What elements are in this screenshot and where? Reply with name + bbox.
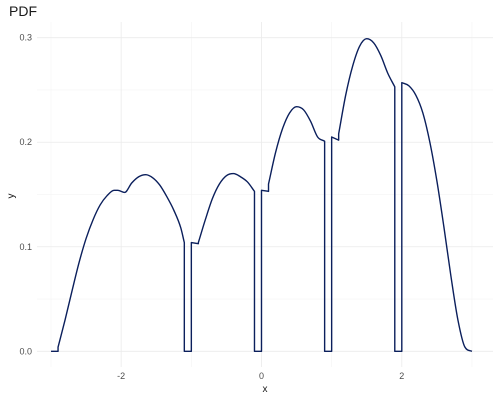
- x-tick-label: 0: [259, 371, 264, 381]
- y-tick-labels: 0.0 0.1 0.2 0.3: [19, 33, 32, 357]
- y-tick-label: 0.2: [19, 137, 32, 147]
- x-tick-label: -2: [117, 371, 125, 381]
- y-tick-label: 0.1: [19, 242, 32, 252]
- x-tick-labels: -2 0 2: [117, 371, 404, 381]
- grid: [37, 22, 493, 367]
- y-tick-label: 0.3: [19, 33, 32, 43]
- chart-title: PDF: [9, 3, 37, 19]
- y-tick-label: 0.0: [19, 346, 32, 356]
- x-axis-label: x: [263, 384, 268, 395]
- x-tick-label: 2: [399, 371, 404, 381]
- pdf-line: [51, 38, 473, 353]
- y-axis-label: y: [6, 194, 17, 199]
